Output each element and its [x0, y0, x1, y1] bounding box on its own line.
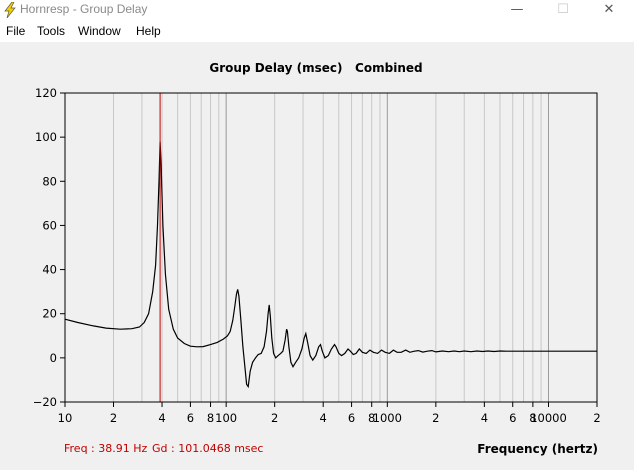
grid [113, 93, 549, 402]
x-tick-label: 8 [207, 411, 214, 425]
x-tick-label: 2 [593, 411, 600, 425]
x-tick-label: 8 [368, 411, 375, 425]
y-tick-label: 20 [42, 307, 57, 321]
y-tick-label: 80 [42, 174, 57, 188]
x-tick-label: 6 [187, 411, 194, 425]
x-tick-label: 6 [509, 411, 516, 425]
x-tick-label: 10000 [530, 411, 567, 425]
x-tick-label: 4 [158, 411, 165, 425]
x-tick-label: 4 [320, 411, 327, 425]
y-tick-label: 120 [35, 86, 57, 100]
x-tick-label: 10 [58, 411, 73, 425]
chart-title: Group Delay (msec) Combined [209, 61, 422, 75]
x-tick-label: 1000 [373, 411, 402, 425]
close-button[interactable]: ✕ [603, 2, 615, 17]
frequency-readout: Freq : 38.91 Hz [64, 442, 148, 455]
y-tick-label: 60 [42, 218, 57, 232]
group-delay-curve [64, 141, 597, 389]
menu-file[interactable]: File [6, 24, 26, 38]
y-tick-label: −20 [33, 395, 57, 409]
x-tick-label: 6 [348, 411, 355, 425]
menu-bar: File Tools Window Help [0, 20, 634, 42]
y-tick-label: 0 [50, 351, 57, 365]
y-tick-label: 40 [42, 263, 57, 277]
group-delay-readout: Gd : 101.0468 msec [152, 442, 263, 455]
x-tick-label: 8 [529, 411, 536, 425]
plot-border [64, 92, 598, 403]
chart-area [0, 42, 634, 470]
y-tick-label: 100 [35, 130, 57, 144]
menu-tools[interactable]: Tools [37, 24, 66, 38]
menu-window[interactable]: Window [78, 24, 121, 38]
window-title: Hornresp - Group Delay [20, 2, 148, 16]
x-tick-label: 100 [215, 411, 237, 425]
x-tick-label: 4 [481, 411, 488, 425]
x-tick-label: 2 [271, 411, 278, 425]
title-bar: Hornresp - Group Delay — ☐ ✕ [0, 0, 634, 20]
maximize-button[interactable]: ☐ [557, 2, 569, 17]
y-axis-ticks: 120 100 80 60 40 20 0 −20 [33, 86, 65, 409]
menu-help[interactable]: Help [136, 24, 161, 38]
x-tick-label: 2 [432, 411, 439, 425]
lightning-icon [4, 2, 16, 18]
x-axis-label: Frequency (hertz) [477, 442, 598, 456]
minimize-button[interactable]: — [510, 2, 524, 17]
x-tick-label: 2 [110, 411, 117, 425]
